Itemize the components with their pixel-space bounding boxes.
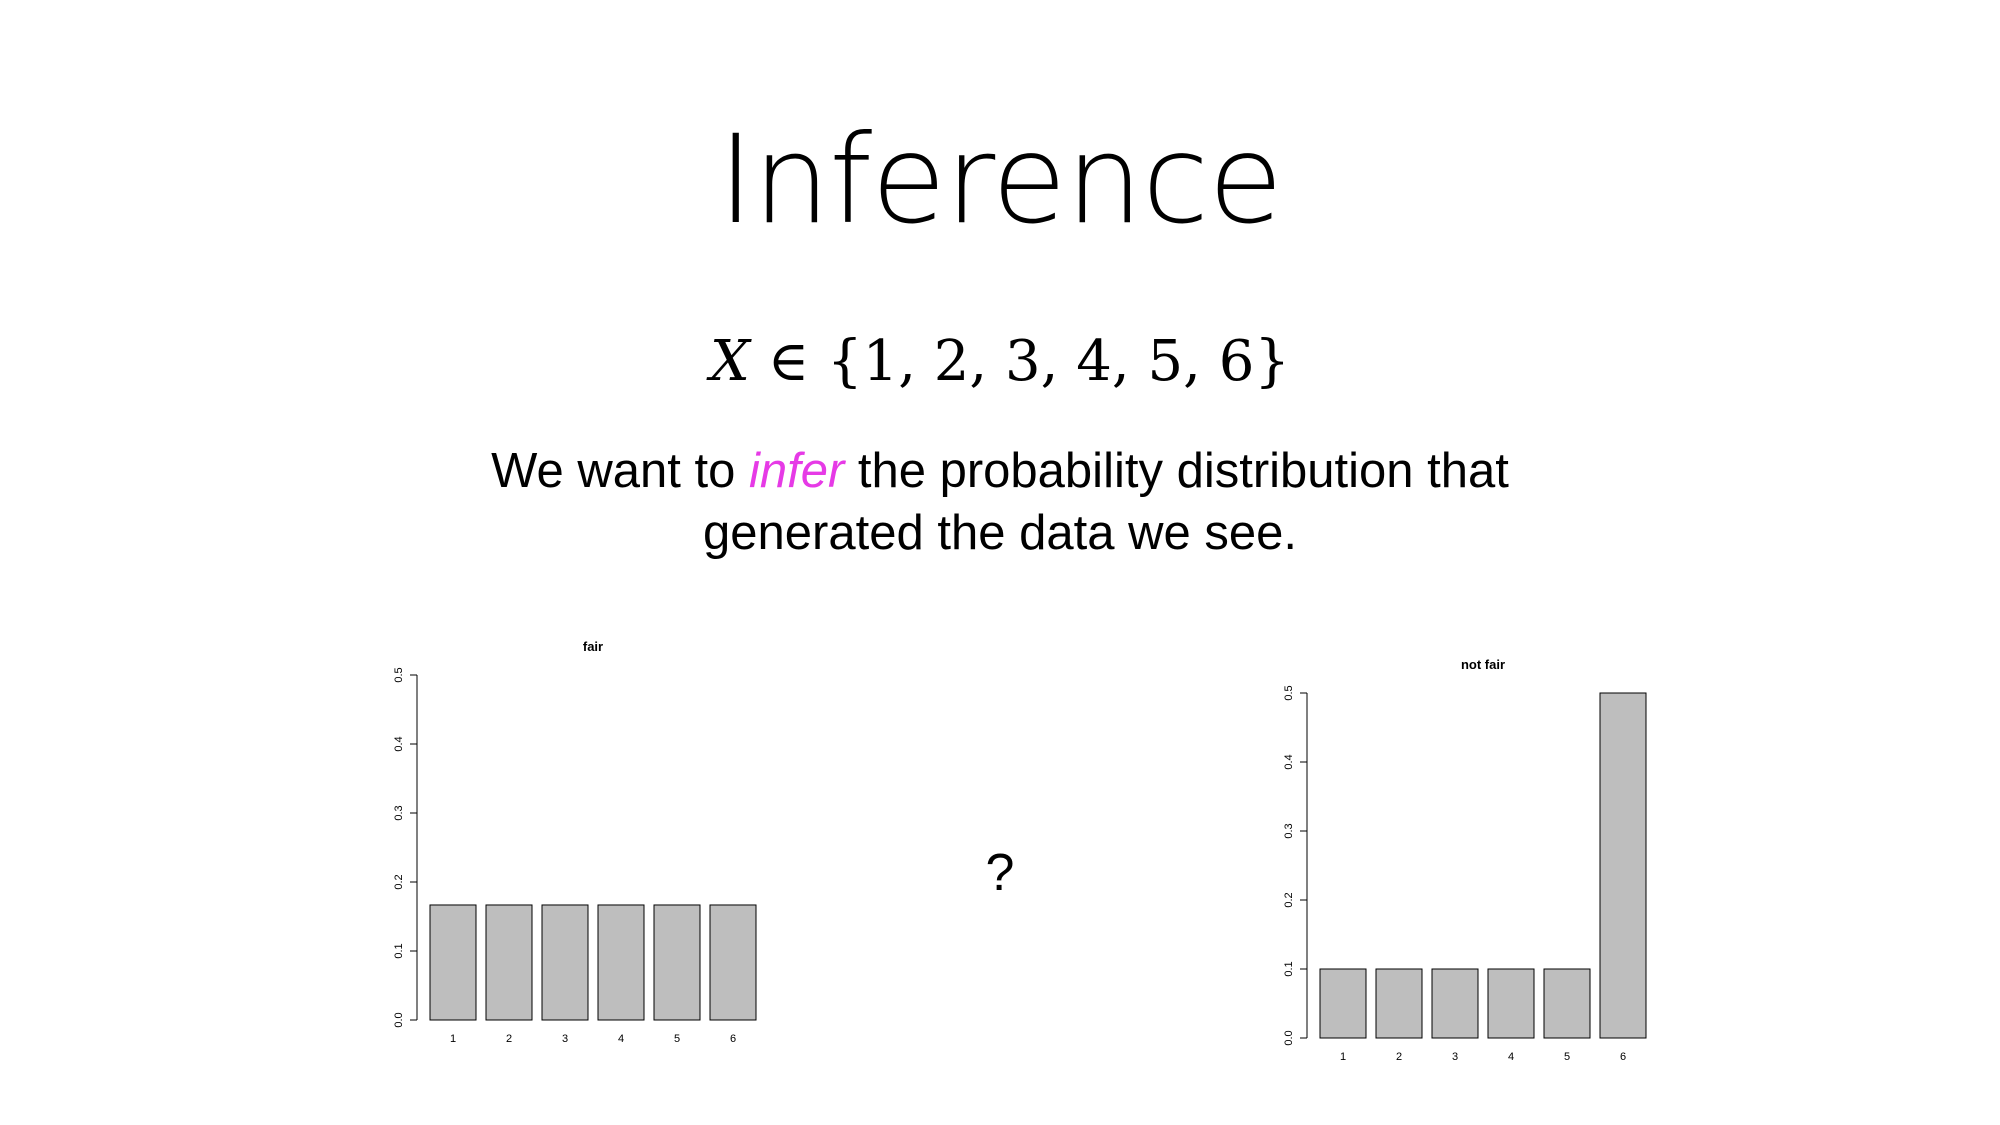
inference-statement: We want to infer the probability distrib… xyxy=(0,440,2000,564)
fair-y-tick-label: 0.2 xyxy=(393,874,405,889)
fair-bar-1 xyxy=(429,904,477,1021)
statement-line-2: generated the data we see. xyxy=(703,506,1297,560)
fair-bar-4 xyxy=(597,904,645,1021)
fair-y-tick-label: 0.4 xyxy=(393,736,405,751)
fair-x-tick-label: 4 xyxy=(618,1033,624,1045)
fair-x-tick-label: 5 xyxy=(674,1033,680,1045)
fair-chart-title: fair xyxy=(583,639,603,654)
fair-y-tick-label: 0.0 xyxy=(393,1012,405,1027)
fair-x-tick-label: 6 xyxy=(730,1033,736,1045)
statement-emphasis: infer xyxy=(748,444,845,498)
fair-x-tick-label: 3 xyxy=(562,1033,568,1045)
fair-bar-2 xyxy=(485,904,533,1021)
fair-y-tick-label: 0.1 xyxy=(393,943,405,958)
fair-bar-6 xyxy=(709,904,757,1021)
statement-before: We want to xyxy=(491,444,749,498)
fair-bar-3 xyxy=(541,904,589,1021)
fair-y-tick-label: 0.5 xyxy=(393,667,405,682)
statement-line-1: We want to infer the probability distrib… xyxy=(0,440,2000,502)
formula-variable: X xyxy=(710,329,750,394)
formula-set: ∈ {1, 2, 3, 4, 5, 6} xyxy=(767,329,1290,394)
question-mark: ? xyxy=(985,844,1015,902)
set-formula: X ∈ {1, 2, 3, 4, 5, 6} xyxy=(0,327,2000,397)
statement-after: the probability distribution that xyxy=(844,444,1509,498)
fair-x-tick-label: 1 xyxy=(450,1033,456,1045)
slide-title: Inference xyxy=(717,109,1283,251)
fair-bar-5 xyxy=(653,904,701,1021)
fair-x-tick-label: 2 xyxy=(506,1033,512,1045)
fair-y-tick-label: 0.3 xyxy=(393,805,405,820)
